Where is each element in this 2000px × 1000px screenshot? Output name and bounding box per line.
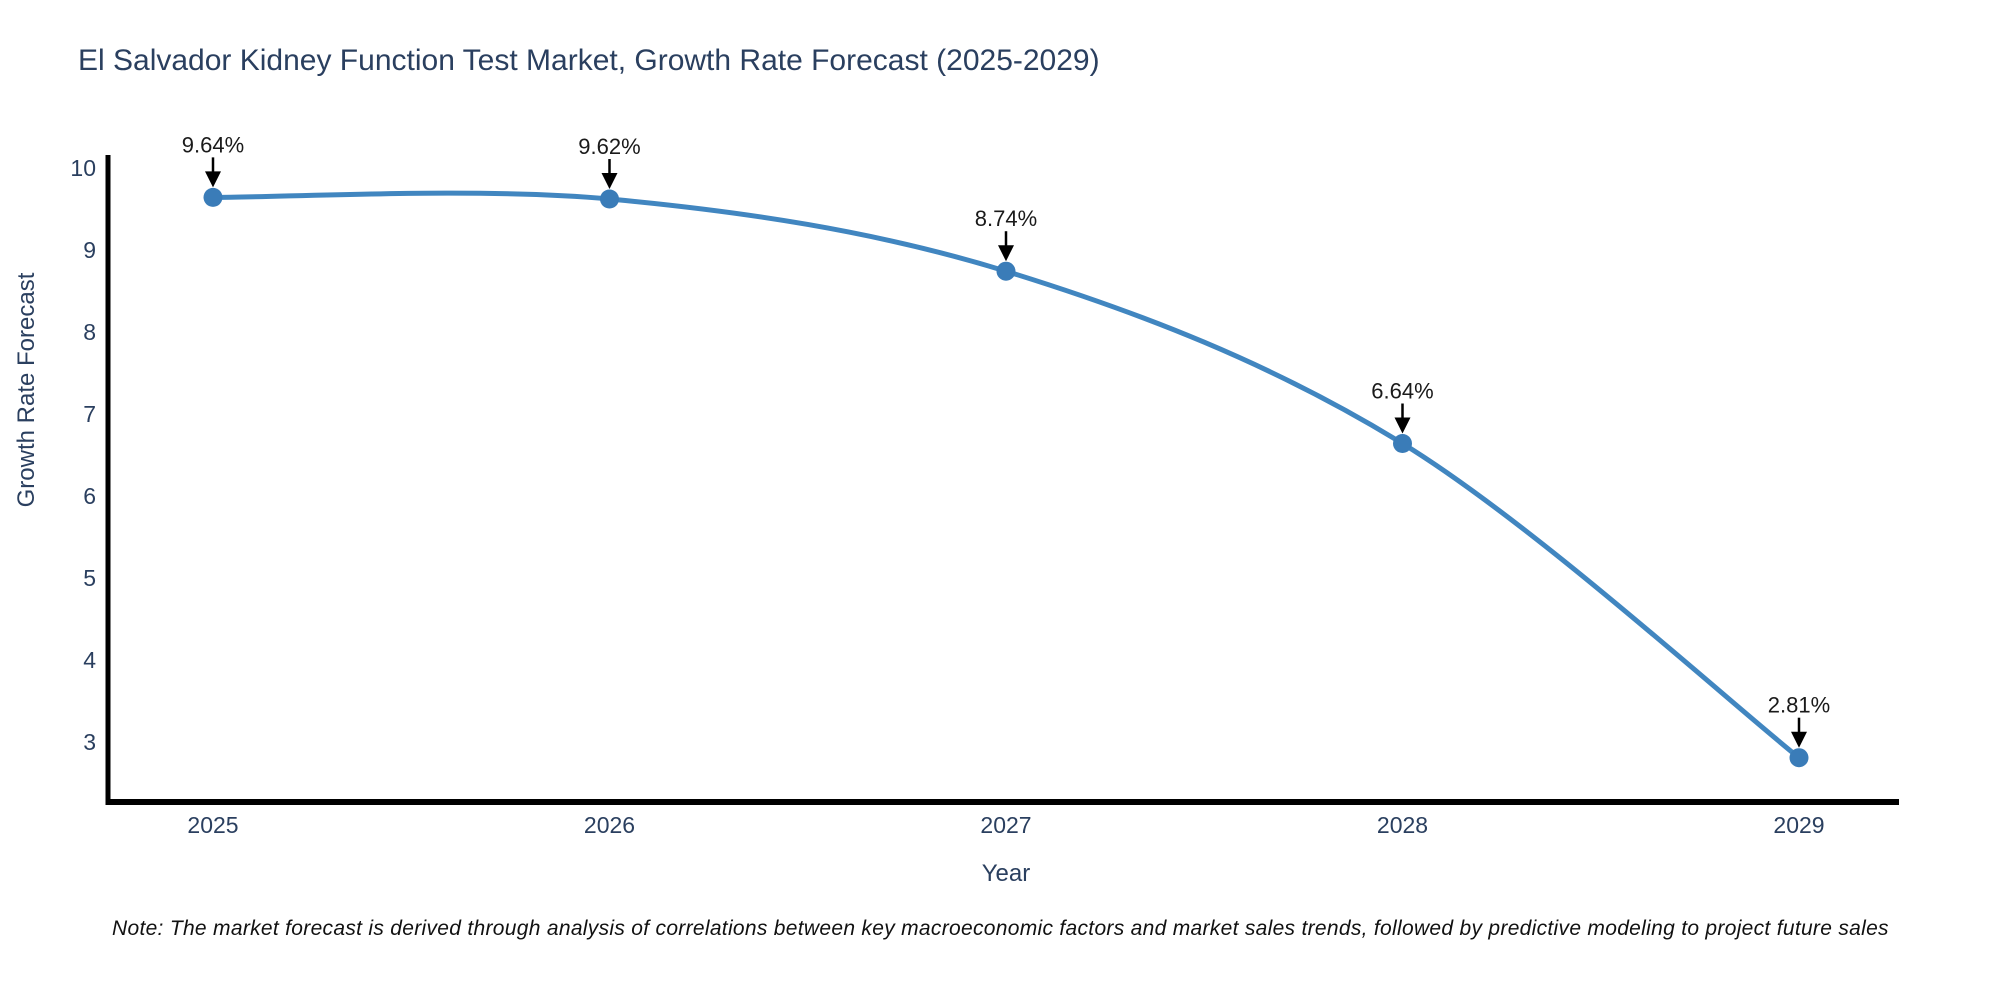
data-point-marker (203, 187, 223, 207)
annotation-arrow-head (601, 173, 618, 190)
data-point-marker (1789, 748, 1809, 768)
series-line (210, 190, 1802, 761)
annotation-arrow-head (1394, 417, 1411, 434)
data-point-marker (996, 261, 1016, 281)
data-point-label: 6.64% (1371, 378, 1433, 403)
y-tick-label: 9 (83, 237, 96, 263)
y-tick-label: 4 (83, 647, 96, 673)
data-point-label: 9.64% (182, 132, 244, 157)
x-tick-label: 2028 (1377, 812, 1428, 838)
x-axis-title: Year (981, 860, 1031, 887)
x-tick-label: 2025 (187, 812, 238, 838)
x-tick-label: 2026 (584, 812, 635, 838)
data-point-label: 8.74% (975, 206, 1037, 231)
x-tick-label: 2027 (980, 812, 1031, 838)
data-point-marker (600, 189, 619, 209)
data-point-label: 2.81% (1768, 693, 1830, 718)
y-tick-label: 7 (83, 401, 96, 427)
data-point-label: 9.62% (578, 134, 640, 159)
y-tick-label: 3 (83, 729, 96, 755)
chart-title: El Salvador Kidney Function Test Market,… (78, 44, 1100, 77)
y-tick-label: 6 (83, 483, 96, 509)
annotation-arrow-head (998, 245, 1014, 262)
chart-footnote: Note: The market forecast is derived thr… (112, 917, 1889, 940)
annotation-arrow-head (1791, 731, 1807, 748)
annotation-arrow-head (205, 171, 221, 188)
x-tick-label: 2029 (1773, 812, 1824, 838)
y-tick-label: 8 (83, 319, 96, 345)
y-tick-label: 5 (83, 565, 96, 591)
data-point-marker (1393, 433, 1412, 453)
y-tick-label: 10 (70, 155, 96, 181)
